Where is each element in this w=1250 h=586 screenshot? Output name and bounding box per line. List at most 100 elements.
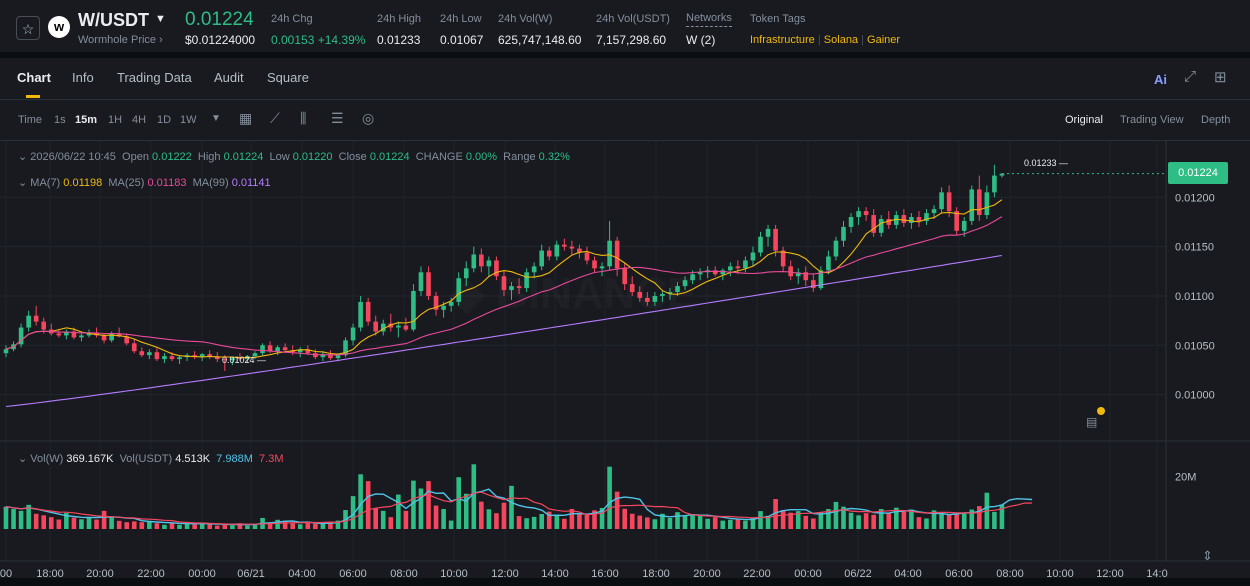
volume-bar [373, 508, 379, 529]
candle [924, 213, 929, 221]
settings-icon[interactable]: ☰ [331, 110, 344, 126]
volume-bar [230, 525, 235, 529]
time-tick-label: 12:00 [491, 568, 519, 578]
stat-label-24h-vol-w: 24h Vol(W) [498, 13, 553, 25]
volume-bar [946, 514, 952, 529]
volume-bar [675, 512, 680, 529]
time-tick-label: 00:00 [794, 568, 822, 578]
target-icon[interactable]: ◎ [362, 110, 375, 126]
volume-bar [131, 521, 137, 529]
volume-bar [863, 513, 869, 529]
candle [328, 354, 333, 359]
view-trading-view[interactable]: Trading View [1120, 114, 1184, 126]
volume-bar [313, 523, 318, 529]
candle [999, 173, 1005, 176]
candle [343, 340, 348, 356]
volume-bar [358, 474, 363, 529]
price-tick-label: 0.01050 [1175, 340, 1215, 352]
tf-1d[interactable]: 1D [157, 114, 172, 126]
candle [878, 219, 884, 233]
volume-bar [124, 522, 130, 529]
view-original[interactable]: Original [1065, 114, 1103, 126]
volume-bar [411, 480, 416, 529]
ma99-line [5, 254, 1002, 408]
tab-square[interactable]: Square [267, 70, 309, 85]
pair-selector[interactable]: W/USDT [78, 10, 149, 30]
chevron-down-icon[interactable]: ▼ [155, 13, 166, 25]
time-tick-label: 14:00 [541, 568, 569, 578]
tf-time[interactable]: Time [18, 114, 43, 126]
networks-value[interactable]: W (2) [686, 33, 716, 47]
candle [652, 295, 658, 302]
candle [56, 333, 62, 336]
price-tick-label: 0.01100 [1175, 291, 1214, 303]
chevron-down-icon[interactable]: ▼ [211, 113, 221, 124]
clipboard-icon[interactable]: ▤ [1086, 415, 1098, 429]
candlestick-chart[interactable]: ◆ BINANCE 0.012000.011500.011000.010500.… [0, 141, 1250, 578]
volume-bar [471, 464, 477, 529]
volume-bar [433, 505, 439, 529]
volume-bar [169, 523, 175, 529]
candle [599, 266, 605, 269]
tab-chart[interactable]: Chart [17, 70, 51, 85]
tf-4h[interactable]: 4H [132, 114, 147, 126]
favorite-star-icon[interactable]: ☆ [16, 16, 40, 40]
tab-audit[interactable]: Audit [214, 70, 244, 85]
volume-bar [712, 517, 718, 529]
volume-bar [826, 509, 831, 529]
volume-tick-label: 20M [1175, 471, 1196, 483]
volume-bar [667, 517, 673, 529]
candle [64, 331, 69, 336]
tab-trading-data[interactable]: Trading Data [117, 70, 192, 85]
volume-bar [833, 501, 839, 529]
candle [267, 345, 273, 352]
candle [765, 228, 771, 237]
candle [169, 356, 175, 360]
collapse-icon[interactable]: ‹› [3, 503, 9, 513]
token-tag[interactable]: Infrastructure | Solana | Gainer [750, 34, 901, 46]
candle [101, 335, 107, 341]
candle [788, 266, 793, 277]
candle [335, 355, 341, 359]
volume-bar [365, 481, 371, 529]
networks-label[interactable]: Networks [686, 12, 732, 27]
calendar-icon[interactable]: ▦ [239, 110, 253, 126]
candle [750, 252, 756, 261]
candle [629, 284, 635, 293]
volume-bar [599, 507, 605, 529]
tf-1w[interactable]: 1W [180, 114, 197, 126]
volume-bar [147, 520, 152, 529]
coin-price-link[interactable]: Wormhole Price › [78, 34, 163, 46]
volume-bar [290, 523, 296, 529]
ai-icon[interactable]: Ai [1154, 72, 1167, 87]
volume-bar [94, 519, 99, 529]
tf-1s[interactable]: 1s [54, 114, 66, 126]
token-tags-label: Token Tags [750, 13, 806, 25]
line-tool-icon[interactable]: ⟋ [270, 110, 280, 126]
volume-bar [509, 485, 514, 529]
volume-bar [660, 513, 665, 529]
candle [373, 321, 379, 332]
volume-bar [403, 510, 409, 529]
volume-bar [479, 501, 484, 529]
candle [124, 336, 130, 344]
candle [109, 333, 114, 341]
volume-bar [584, 514, 590, 529]
candle [282, 347, 288, 351]
indicator-icon[interactable]: ⫼ [300, 110, 307, 126]
view-depth[interactable]: Depth [1201, 114, 1231, 126]
expand-icon[interactable]: ⤢ [1184, 68, 1197, 85]
fit-icon[interactable]: ⇕ [1202, 548, 1213, 563]
volume-bar [335, 520, 341, 529]
stat-value-24h-high: 0.01233 [377, 33, 421, 47]
grid-icon[interactable]: ⊞ [1214, 69, 1227, 86]
time-tick-label: 16:00 [591, 568, 619, 578]
tf-15m[interactable]: 15m [75, 114, 98, 126]
tf-1h[interactable]: 1H [108, 114, 123, 126]
time-tick-label: 06/21 [237, 568, 265, 578]
tab-info[interactable]: Info [72, 70, 94, 85]
candle [358, 301, 363, 328]
volume-bar [456, 477, 461, 529]
notification-dot [1097, 407, 1105, 415]
volume-bar [222, 523, 228, 529]
